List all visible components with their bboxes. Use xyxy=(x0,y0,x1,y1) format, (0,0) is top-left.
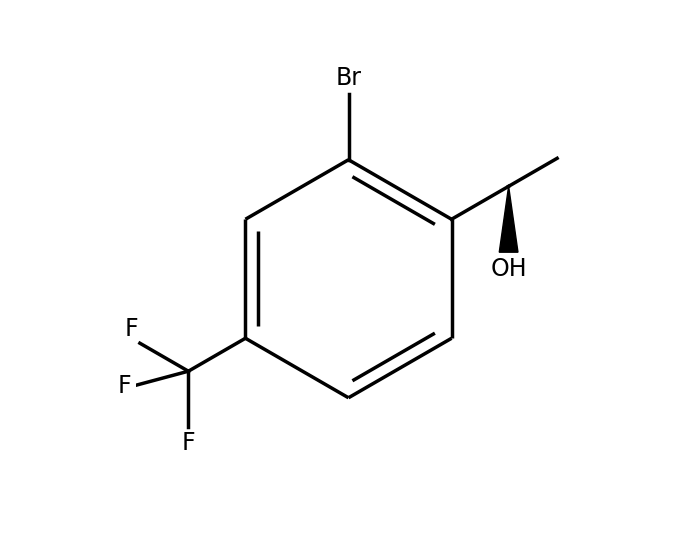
Text: F: F xyxy=(182,432,195,455)
Text: OH: OH xyxy=(490,257,527,282)
Polygon shape xyxy=(499,187,518,252)
Text: F: F xyxy=(124,317,138,341)
Text: F: F xyxy=(118,374,132,397)
Text: Br: Br xyxy=(335,66,362,91)
